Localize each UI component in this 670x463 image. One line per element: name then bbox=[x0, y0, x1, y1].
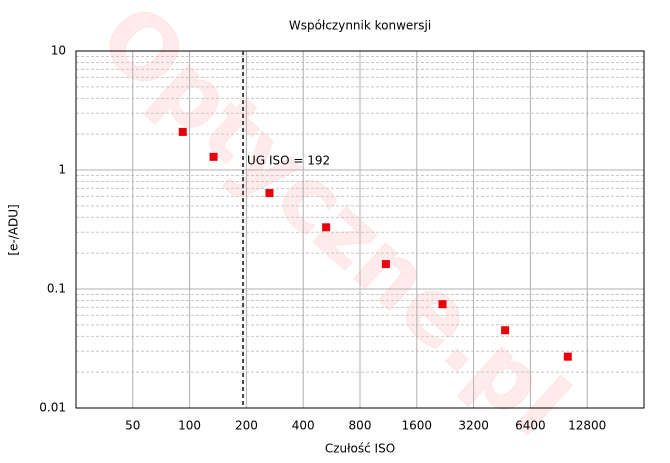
x-axis-label: Czułość ISO bbox=[325, 442, 395, 456]
x-tick-label: 50 bbox=[125, 419, 140, 433]
y-axis-label: [e-/ADU] bbox=[7, 204, 21, 255]
point bbox=[265, 189, 274, 198]
x-tick-label: 1600 bbox=[402, 419, 433, 433]
x-tick-label: 12800 bbox=[568, 419, 606, 433]
watermark: Optyczne.pl bbox=[81, 0, 588, 456]
chart-title: Współczynnik konwersji bbox=[289, 19, 431, 33]
point bbox=[563, 352, 572, 361]
point bbox=[501, 326, 510, 335]
x-tick-label: 3200 bbox=[458, 419, 489, 433]
point bbox=[178, 127, 187, 136]
x-tick-label: 100 bbox=[178, 419, 201, 433]
x-tick-label: 6400 bbox=[515, 419, 546, 433]
y-tick-label: 0.01 bbox=[39, 401, 66, 415]
point bbox=[438, 300, 447, 309]
point bbox=[209, 152, 218, 161]
y-tick-label: 0.1 bbox=[47, 282, 66, 296]
x-tick-label: 800 bbox=[349, 419, 372, 433]
point bbox=[381, 260, 390, 269]
point bbox=[322, 223, 331, 232]
y-tick-label: 1 bbox=[58, 163, 66, 177]
y-tick-label: 10 bbox=[51, 44, 66, 58]
x-tick-label: 200 bbox=[235, 419, 258, 433]
plot-frame bbox=[75, 50, 645, 409]
annotation-label: UG ISO = 192 bbox=[247, 154, 330, 168]
x-tick-label: 400 bbox=[292, 419, 315, 433]
